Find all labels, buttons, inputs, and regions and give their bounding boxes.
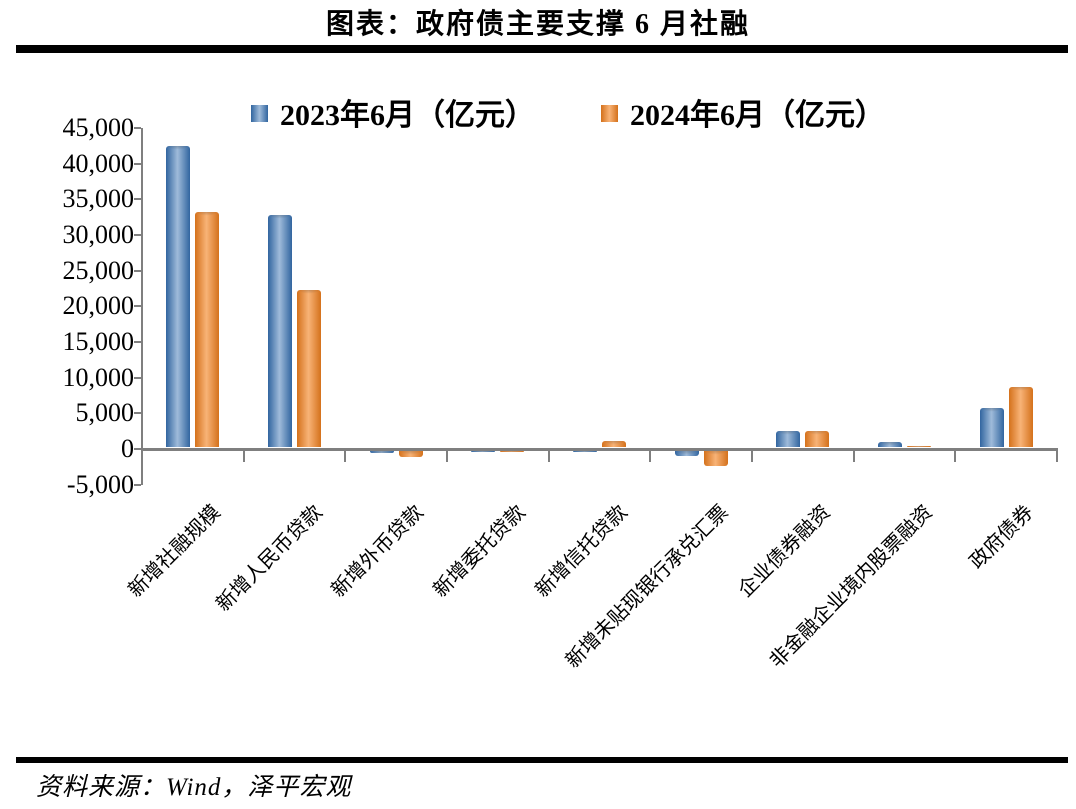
y-axis-tick [134,448,141,450]
x-axis-category-label: 新增信托贷款 [530,501,632,602]
y-axis-tick [134,305,141,308]
bar-series1-cat1 [297,290,321,447]
bar-series0-cat1 [268,215,292,447]
y-axis-label: -5,000 [66,469,134,499]
bar-series0-cat6 [776,430,801,447]
bar-series0-cat7 [878,442,902,447]
bar-series0-cat3 [471,451,496,452]
x-axis-category-label: 新增社融规模 [124,501,225,602]
bar-series0-cat4 [573,451,597,453]
chart-title: 图表：政府债主要支撑 6 月社融 [325,9,750,40]
x-axis-category-label: 新增委托贷款 [429,501,530,602]
x-axis-tick [446,450,448,462]
y-axis-tick [134,198,141,201]
legend-swatch-2023-icon [251,105,268,122]
bar-series1-cat3 [500,451,525,452]
y-axis-tick [134,376,141,379]
y-axis-label: 40,000 [62,148,135,178]
y-axis-label: 30,000 [62,220,135,249]
x-axis-line [141,448,1058,451]
bar-series1-cat0 [195,211,220,447]
y-axis-label: 20,000 [62,291,135,321]
x-axis-tick [344,450,347,462]
x-axis-tick [954,450,957,462]
legend-label-2024: 2024年6月（亿元） [630,99,885,132]
y-axis-tick [134,412,141,415]
x-axis-tick [141,450,143,462]
source-note: 资料来源：Wind，泽平宏观 [36,774,352,801]
bar-series1-cat4 [602,441,626,447]
y-axis-label: 15,000 [62,327,135,356]
bar-series1-cat6 [805,431,830,447]
bar-series1-cat5 [703,451,728,466]
bar-series1-cat8 [1008,387,1033,447]
y-axis-label: 0 [121,434,134,463]
y-axis-tick [134,234,141,236]
legend-item-2024: 2024年6月（亿元） [601,90,885,134]
x-axis-tick [1056,450,1058,462]
bar-series0-cat8 [979,408,1004,447]
x-axis-category-label: 新增人民币贷款 [211,501,327,616]
y-axis-label: 45,000 [62,113,135,142]
x-axis-tick [547,450,550,462]
y-axis-label: 25,000 [62,255,135,285]
top-divider-rule [16,45,1068,53]
x-axis-tick [852,450,855,462]
bar-series0-cat0 [166,145,191,447]
x-axis-tick [649,450,652,462]
y-axis-label: 35,000 [62,184,135,214]
y-axis-tick [134,483,141,486]
x-axis-category-label: 企业债券融资 [734,501,835,602]
bar-series0-cat2 [369,451,394,453]
bottom-divider-rule [16,757,1068,763]
x-axis-tick [242,450,245,462]
y-axis-tick [134,269,141,272]
legend-swatch-2024-icon [601,105,618,122]
x-axis-tick [751,450,753,462]
chart-legend: 2023年6月（亿元） 2024年6月（亿元） [30,90,1076,134]
y-axis-label: 5,000 [75,398,135,428]
y-axis-label: 10,000 [62,362,135,392]
x-axis-category-label: 新增外币贷款 [327,501,428,602]
y-axis-line [141,128,143,485]
bar-series1-cat2 [398,451,423,458]
y-axis-tick [134,127,141,129]
y-axis-tick [134,341,141,343]
y-axis-tick [134,162,141,165]
legend-label-2023: 2023年6月（亿元） [280,99,535,132]
legend-item-2023: 2023年6月（亿元） [251,90,535,134]
x-axis-category-label: 政府债券 [965,501,1038,574]
bar-series0-cat5 [674,451,699,456]
bar-series1-cat7 [907,445,931,447]
